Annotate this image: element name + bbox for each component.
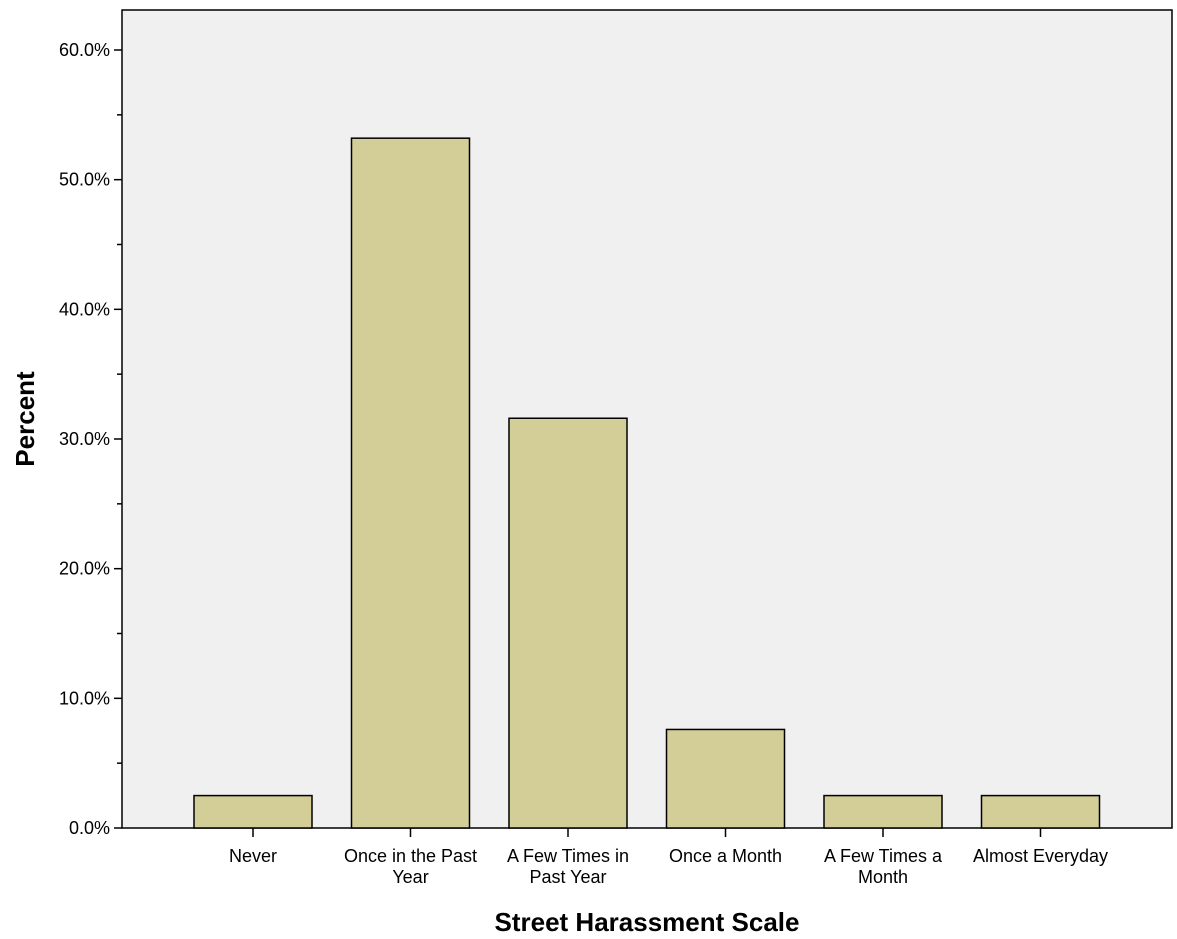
plot-area <box>121 9 1173 829</box>
bar <box>193 794 313 829</box>
x-axis: Never Once in the Past Year A Few Times in P… <box>229 828 1108 887</box>
y-tick-label: 30.0% <box>59 429 110 449</box>
x-tick-label: Almost Everyday <box>973 846 1108 866</box>
y-tick-label: 20.0% <box>59 559 110 579</box>
y-tick-label: 10.0% <box>59 688 110 708</box>
x-tick-label: Never <box>229 846 277 866</box>
y-tick-label: 40.0% <box>59 299 110 319</box>
x-tick-label-line: Month <box>858 867 908 887</box>
y-tick-label: 60.0% <box>59 40 110 60</box>
bars <box>193 137 1101 829</box>
x-tick-label: A Few Times a Month <box>824 846 943 887</box>
x-tick-label-line: A Few Times in <box>507 846 629 866</box>
y-tick-label: 50.0% <box>59 170 110 190</box>
y-tick-label: 0.0% <box>69 818 110 838</box>
bar <box>508 417 628 829</box>
bar <box>823 794 943 829</box>
x-tick-label: Once a Month <box>669 846 782 866</box>
x-tick-label-line: Year <box>392 867 428 887</box>
x-axis-title: Street Harassment Scale <box>495 907 800 937</box>
x-tick-label-line: Almost Everyday <box>973 846 1108 866</box>
x-tick-label-line: Once in the Past <box>344 846 477 866</box>
bar <box>980 794 1101 829</box>
x-tick-label-line: A Few Times a <box>824 846 943 866</box>
x-tick-label: Once in the Past Year <box>344 846 477 887</box>
y-axis: 0.0% 10.0% 20.0% 30.0% 40.0% 50.0% 60.0% <box>59 40 122 838</box>
x-tick-label-line: Past Year <box>529 867 606 887</box>
y-axis-title: Percent <box>10 371 40 467</box>
bar <box>665 728 786 829</box>
x-tick-label-line: Never <box>229 846 277 866</box>
bar <box>350 137 471 829</box>
x-tick-label-line: Once a Month <box>669 846 782 866</box>
x-tick-label: A Few Times in Past Year <box>507 846 629 887</box>
